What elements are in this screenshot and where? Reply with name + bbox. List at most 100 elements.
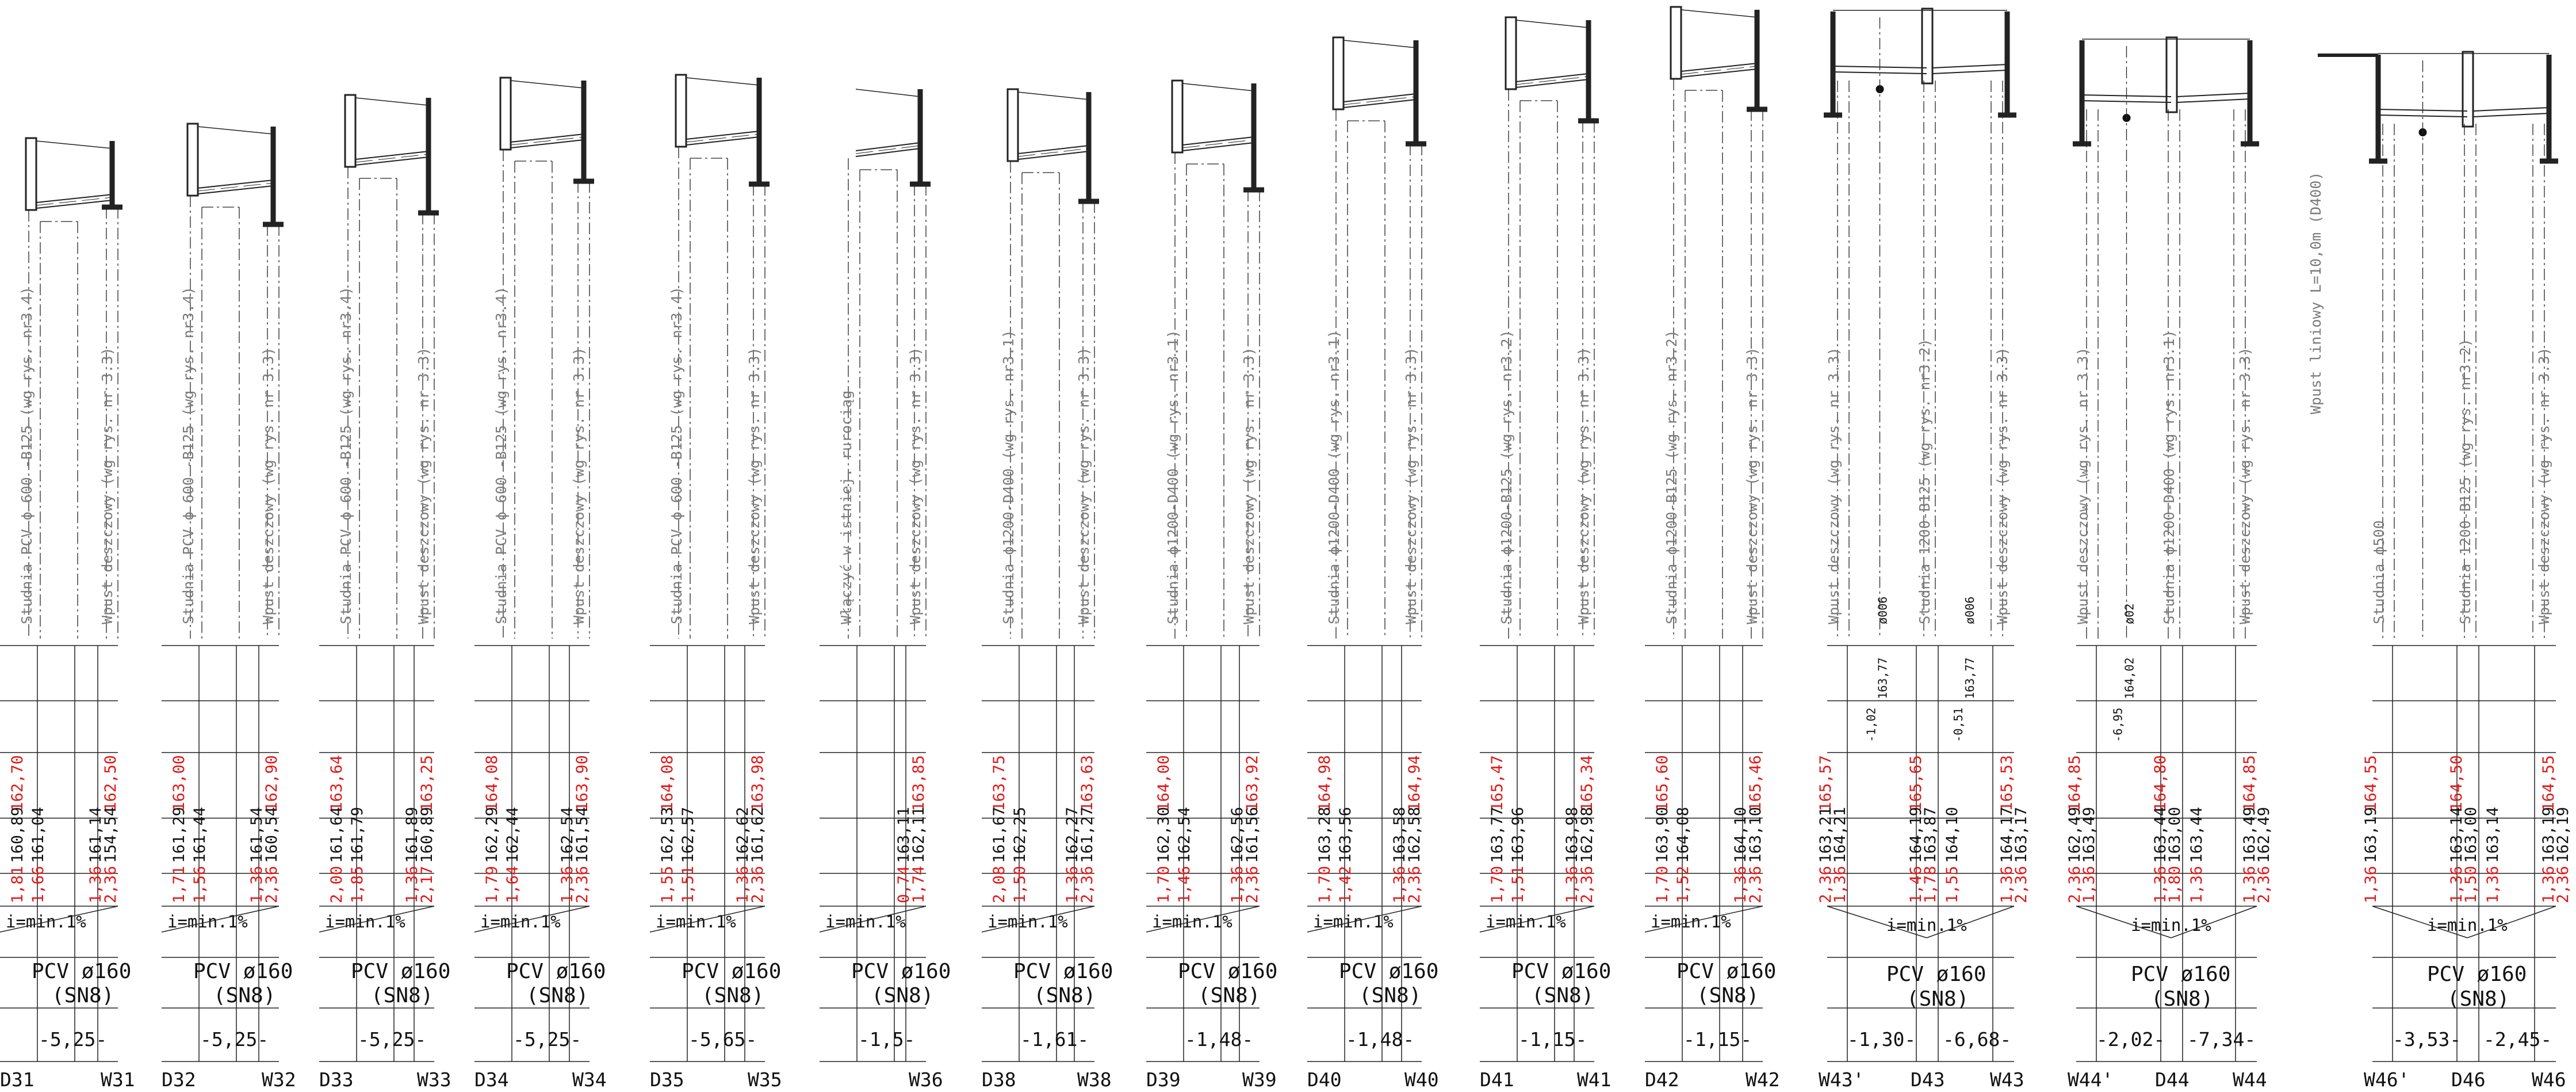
top-elevation: 163,00 [170,755,188,811]
pipe-label: PCV ø160 [32,960,131,983]
length-label: -1,48- [1346,1028,1414,1051]
top-elevation: 165,65 [1907,755,1925,811]
pipe-mark: ø02 [2123,604,2137,624]
depth-value: 2,36 [749,866,767,903]
depth-value: 1,36 [2484,866,2502,903]
invert-elevation: 161,27 [1078,807,1096,863]
node-code: D33 [319,1068,354,1091]
node-code: W31 [101,1068,135,1091]
node-code: W43' [1819,1068,1864,1091]
profile-p36: Włączyć w istniej. rurociąg Wpust deszczo… [819,89,951,1091]
depth-value: 2,36 [1243,866,1261,903]
pipe-label: (SN8) [52,984,114,1007]
depth-value: 1,85 [349,866,366,903]
node-code: D42 [1645,1068,1679,1091]
invert-elevation: 162,19 [2554,807,2572,863]
length-label: -7,34- [2187,1028,2256,1051]
invert-elevation: 162,57 [679,807,697,863]
depth-value: 2,17 [418,866,436,903]
pipe-label: (SN8) [371,984,433,1007]
invert-elevation: 163,14 [2448,807,2466,863]
depth-value: 2,08 [990,866,1008,903]
depth-value: 1,70 [1155,866,1173,903]
depth-value: 1,36 [1998,866,2016,903]
top-elevation: 163,63 [1078,755,1096,811]
depth-value: 1,80 [2166,866,2184,903]
profile-p33: Studnia PCV ϕ 600 -B125 (wg rys. nr3.4) W… [319,94,451,1091]
invert-elevation: 161,54 [248,807,266,863]
invert-elevation: 162,56 [1228,807,1246,863]
length-label: -1,5- [858,1028,915,1051]
top-elevation: 165,53 [1998,755,2016,811]
top-elevation: 163,85 [910,755,928,811]
profile-p35: Studnia PCV ϕ 600 -B125 (wg rys. nr3.4) W… [649,74,782,1091]
invert-elevation: 163,49 [2241,807,2259,863]
invert-elevation: 164,10 [1943,807,1961,863]
node-label: Wpust deszczowy (wg rys. nr 3.3) [746,347,763,624]
node-label: Wpust deszczowy (wg rys. nr 3.3) [2237,347,2253,624]
pipe-label: PCV ø160 [1013,960,1113,983]
node-code: D46 [2451,1068,2486,1091]
invert-elevation: 161,04 [29,807,47,863]
invert-elevation: 162,49 [2066,807,2084,863]
node-code: W43 [1990,1068,2024,1091]
depth-value: 1,36 [1831,866,1849,903]
invert-elevation: 164,19 [1907,807,1925,863]
invert-elevation: 162,98 [1578,807,1596,863]
node-code: D43 [1911,1068,1945,1091]
top-elevation: 164,80 [2152,755,2169,811]
pipe-label: (SN8) [2447,987,2509,1011]
depth-value: 1,36 [1391,866,1408,903]
invert-elevation: 162,29 [483,807,501,863]
length-label: -5,25- [358,1028,426,1051]
length-label: -1,30- [1847,1028,1916,1051]
pipe-mark: ø006 [1963,597,1977,624]
invert-elevation: 163,44 [2188,807,2206,863]
depth-value: 1,36 [2152,866,2169,903]
pipe-label: (SN8) [1907,987,1969,1011]
depth-value: 2,36 [2012,866,2030,903]
node-code: D39 [1146,1068,1181,1091]
profile-p32: Studnia PCV ϕ 600 -B125 (wg rys. nr3.4) W… [161,123,296,1091]
depth-value: 1,36 [2241,866,2259,903]
invert-elevation: 161,44 [191,807,209,863]
node-label: Wpust deszczowy (wg rys. nr 3.3) [2074,347,2091,624]
top-elevation: 164,55 [2362,755,2380,811]
pipe-label: PCV ø160 [1339,960,1438,983]
node-label: Studnia ϕ1200-B125 (wg rys. nr3.2) [1663,330,1680,624]
pipe-label: PCV ø160 [1178,960,1277,983]
depth-value: 1,71 [170,866,188,903]
node-label: Wpust liniowy L=10,0m (D400) [2307,172,2324,414]
length-label: -1,61- [1020,1028,1089,1051]
top-elevation: 162,50 [102,755,120,811]
pipe-label: PCV ø160 [1676,960,1776,983]
invert-elevation: 162,11 [910,807,928,863]
invert-elevation: 160,89 [9,807,26,863]
node-label: Studnia PCV ϕ 600 -B125 (wg rys. nr3.4) [180,287,197,624]
pipe-label: (SN8) [2151,987,2213,1011]
depth-value: 1,36 [558,866,576,903]
invert-elevation: 163,17 [2012,807,2030,863]
node-label: Studnia ϕ1200-D400 (wg rys. nr3.1) [1000,330,1017,624]
depth-value: 1,36 [248,866,266,903]
top-elevation: 163,64 [328,755,346,811]
profile-p46: Studnia ϕ500 Studnia 1200-B125 (wg rys. n… [2307,51,2572,1091]
top-elevation: 164,08 [483,755,501,811]
top-elevation: 162,70 [9,755,26,811]
invert-elevation: 163,87 [1922,807,1939,863]
node-code: W44 [2233,1068,2267,1091]
top-elevation: 164,85 [2241,755,2259,811]
node-code: D32 [162,1068,196,1091]
top-elevation: 163,98 [749,755,767,811]
node-code: W41 [1577,1068,1612,1091]
node-label: Wpust deszczowy (wg rys. nr 3.3) [1825,347,1842,624]
invert-elevation: 161,67 [990,807,1008,863]
depth-value: 2,00 [328,866,346,903]
invert-elevation: 160,54 [263,807,281,863]
invert-elevation: 162,25 [1011,807,1029,863]
pipe-label: PCV ø160 [851,960,951,983]
pipe-label: PCV ø160 [2131,963,2230,986]
top-elevation: 163,92 [1243,755,1261,811]
node-code: D34 [474,1068,509,1091]
